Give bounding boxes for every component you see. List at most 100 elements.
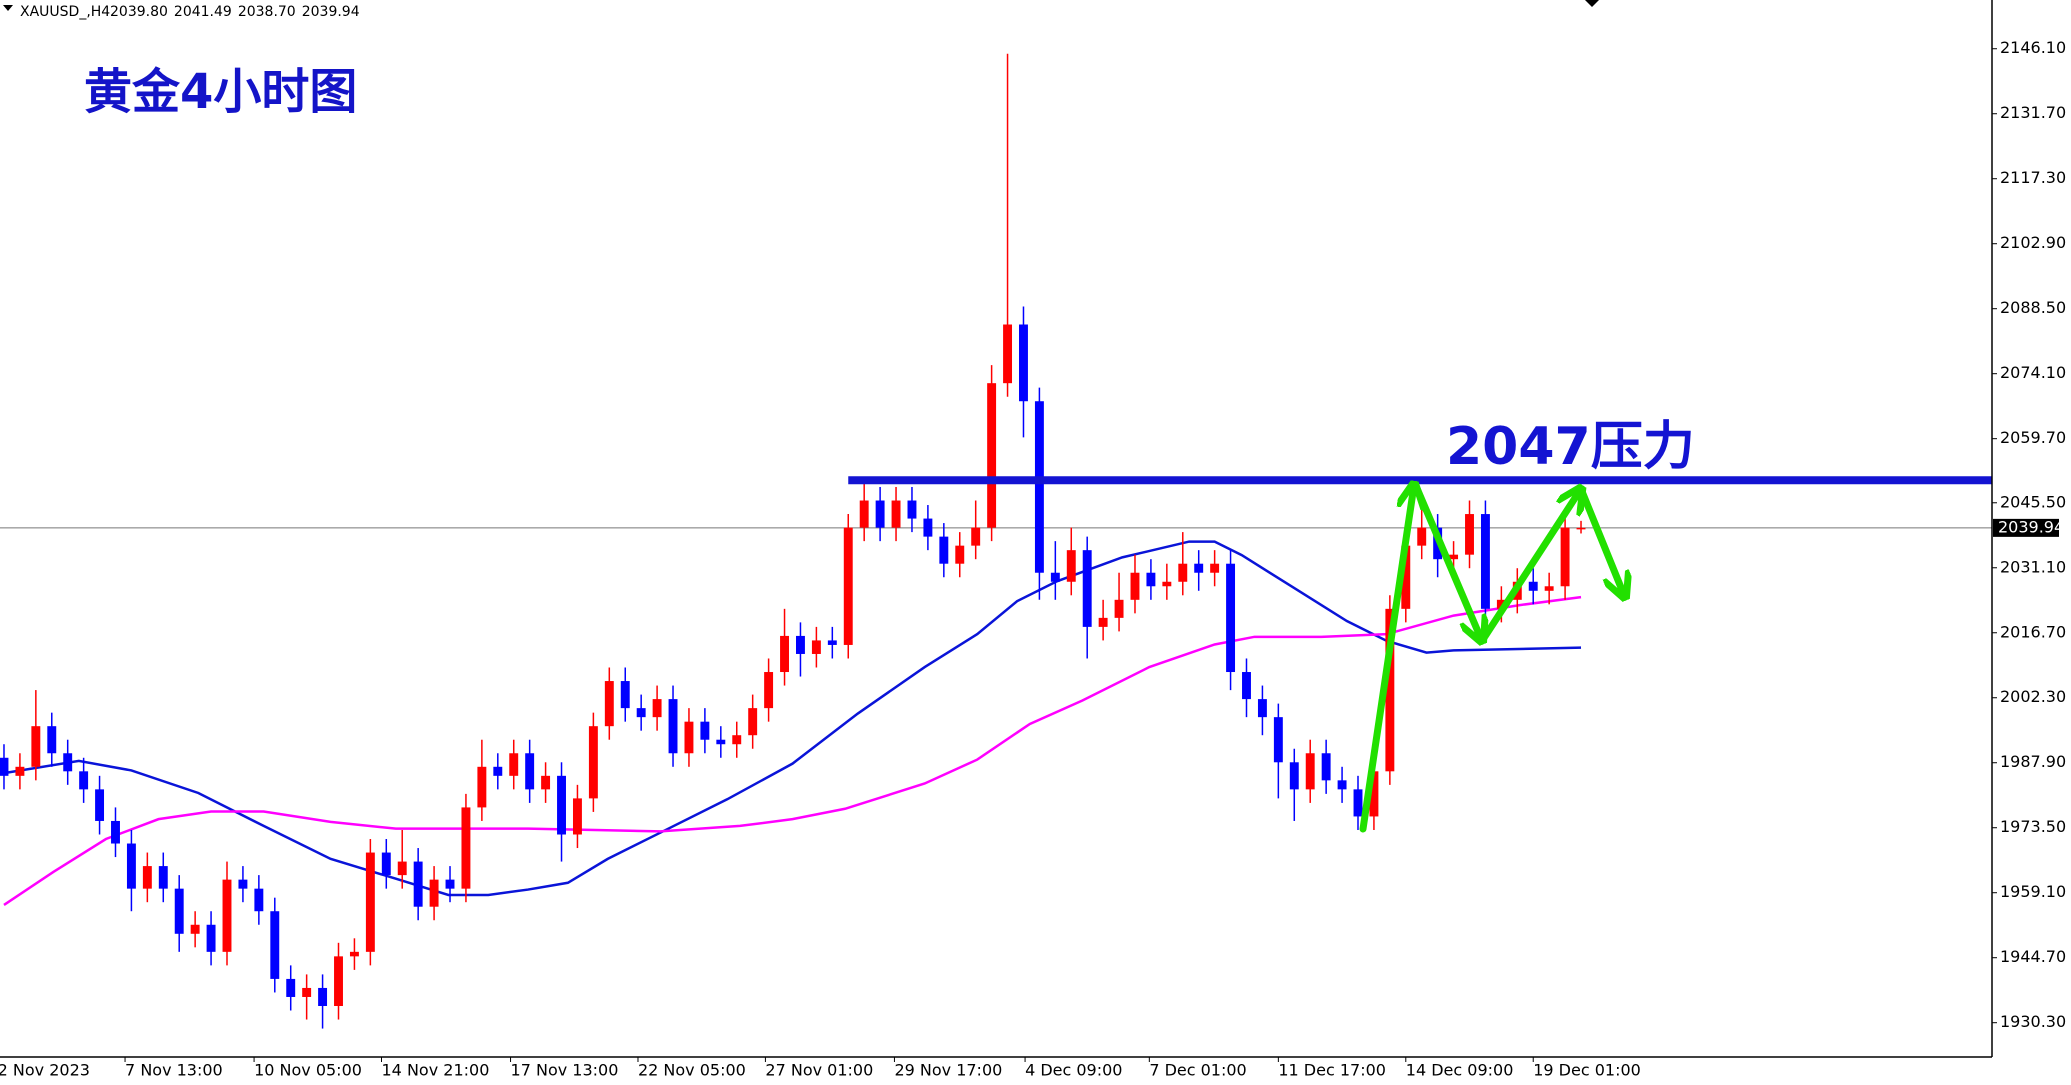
menu-triangle[interactable] [3,5,13,11]
candle-body [636,708,646,718]
y-tick-label: 1959.10 [2000,882,2066,901]
x-tick-label: 22 Nov 05:00 [638,1061,746,1080]
x-tick-label: 4 Dec 09:00 [1025,1061,1122,1080]
candle-body [254,888,264,912]
candle-body [572,798,582,835]
candle-body [557,775,566,835]
candle-body [365,852,375,952]
y-tick-label: 1930.30 [2000,1012,2066,1031]
candle-body [764,672,774,709]
candle-body [349,951,359,957]
candle-body [206,924,216,952]
candle-body [1003,324,1013,384]
candle-body [875,500,885,528]
x-tick-label: 7 Nov 13:00 [125,1061,223,1080]
candle-body [588,726,598,799]
candle-body [811,640,821,654]
candle-body [1480,514,1490,609]
candle-body [1226,563,1236,673]
arrow-down [1577,485,1622,590]
candle-body [111,820,120,844]
candle-body [732,735,742,745]
moving-average [3,595,1582,906]
candle-body [1019,324,1028,402]
candle-body [1210,563,1220,573]
candle-body [1385,608,1395,772]
candle-body [1496,599,1506,609]
candle-body [955,545,965,564]
candle-body [477,766,487,808]
y-tick-label: 1973.50 [2000,817,2066,836]
candle-body [748,708,758,736]
y-tick-label: 2074.10 [2000,363,2066,382]
y-tick-label: 1944.70 [2000,947,2066,966]
candle-body [238,879,248,889]
y-tick-label: 2002.30 [2000,687,2066,706]
candle-body [1576,527,1586,530]
candle-body [1257,699,1267,718]
candle-body [222,879,232,952]
y-tick-label: 2016.70 [2000,622,2066,641]
candle-body [493,766,503,776]
candle-body [939,536,949,564]
candle-body [987,383,997,528]
candle-body [79,771,89,790]
candle-body [1114,599,1124,618]
y-tick-label: 2031.10 [2000,557,2066,576]
candle-body [318,987,328,1007]
candle-body [971,527,981,546]
candle-body [907,500,917,519]
plot-area [0,53,1992,1029]
candle-body [796,635,805,654]
y-tick-label: 2102.90 [2000,233,2066,252]
candle-body [429,879,439,907]
x-tick-label: 17 Nov 13:00 [511,1061,619,1080]
candle-body [270,911,280,979]
candle-body [1066,550,1076,582]
candle-body [668,699,678,754]
x-tick-label: 10 Nov 05:00 [254,1061,362,1080]
candle-body [190,924,200,934]
candle-body [461,807,471,889]
symbol: XAUUSD_,H4 [20,4,110,20]
candle-body [63,753,73,772]
candle-body [604,681,614,727]
candle-body [716,739,726,745]
ohlc-value: 2041.49 [174,4,232,20]
candle-body [1544,586,1554,591]
candle-body [1321,753,1331,781]
shift-marker [1585,0,1599,7]
candle-body [700,721,710,740]
candle-body [95,789,105,821]
x-tick-label: 29 Nov 17:00 [894,1061,1002,1080]
candle-body [827,640,837,645]
x-tick-label: 7 Dec 01:00 [1149,1061,1246,1080]
candle-body [174,888,184,934]
x-tick-label: 14 Nov 21:00 [382,1061,490,1080]
current-price-tag [1993,518,2059,537]
arrow-down [1412,482,1479,634]
candle-body [1162,581,1172,587]
candle-body [1449,554,1459,560]
candle-body [525,753,535,790]
candle-body [620,681,630,709]
candle-body [1082,550,1092,627]
candle-body [445,879,455,889]
candle-body [1353,789,1363,817]
y-tick-label: 2131.70 [2000,103,2066,122]
ohlc-header: 2039.80 2041.49 2038.70 2039.94 [110,4,360,20]
candle-body [0,757,9,776]
candle-body [381,852,391,876]
resistance-label: 2047压力 [1446,417,1695,477]
candle-body [302,987,312,997]
arrow-up [1478,495,1577,645]
candle-body [1146,572,1156,587]
candle-body [541,775,551,790]
candle-body [891,500,901,528]
arrow-up [1359,492,1413,833]
y-tick-label: 1987.90 [2000,752,2066,771]
x-tick-label: 14 Dec 09:00 [1406,1061,1514,1080]
x-tick-label: 2 Nov 2023 [0,1061,90,1080]
x-tick-label: 27 Nov 01:00 [765,1061,873,1080]
